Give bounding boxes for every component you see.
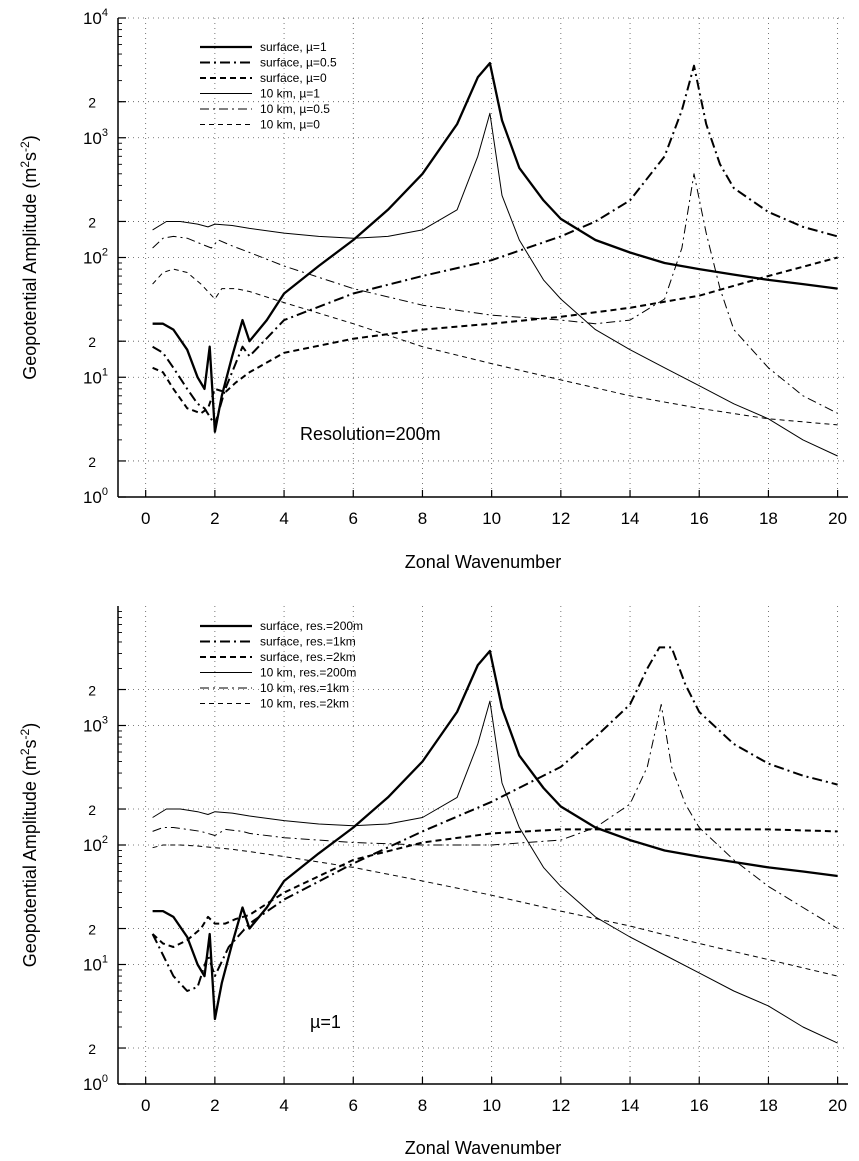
x-tick-label: 4: [279, 509, 288, 528]
chart-annotation: Resolution=200m: [300, 424, 441, 444]
series-line-1: [152, 64, 838, 426]
series-line-2: [152, 256, 838, 415]
x-tick-label: 2: [210, 509, 219, 528]
y-tick-label: 2: [88, 1041, 96, 1057]
series-line-5: [152, 844, 838, 977]
y-axis-title: Geopotential Amplitude (m2s-2): [18, 135, 40, 379]
series-line-1: [151, 646, 838, 992]
y-axis-title: Geopotential Amplitude (m2s-2): [18, 723, 40, 967]
legend-label-3: 10 km, res.=200m: [260, 666, 356, 680]
legend-label-2: surface, res.=2km: [260, 650, 356, 664]
x-tick-label: 16: [690, 1096, 709, 1115]
top-panel: 0 2 4 6 8 10 12 14 16 18 201002101210221032104surf…: [18, 7, 848, 572]
legend-label-1: surface, res.=1km: [260, 635, 356, 649]
legend-label-4: 10 km, res.=1km: [260, 681, 349, 695]
x-tick-label: 20: [828, 1096, 847, 1115]
legend-label-2: surface, µ=0: [260, 71, 327, 85]
x-tick-label: 0: [141, 1096, 150, 1115]
y-tick-label: 104: [83, 7, 108, 28]
legend-label-0: surface, µ=1: [260, 40, 327, 54]
x-tick-label: 6: [349, 509, 358, 528]
y-tick-label: 2: [88, 454, 96, 470]
y-tick-label: 2: [88, 334, 96, 350]
y-tick-label: 103: [83, 127, 108, 148]
x-tick-label: 4: [279, 1096, 288, 1115]
y-tick-label: 101: [83, 954, 108, 975]
legend-label-4: 10 km, µ=0.5: [260, 102, 330, 116]
chart-annotation: µ=1: [310, 1012, 341, 1032]
y-tick-label: 102: [83, 834, 108, 855]
series-line-4: [152, 704, 838, 929]
legend-label-0: surface, res.=200m: [260, 619, 363, 633]
x-axis-title: Zonal Wavenumber: [405, 1138, 561, 1158]
x-tick-label: 6: [349, 1096, 358, 1115]
x-tick-label: 10: [482, 509, 501, 528]
x-tick-label: 10: [482, 1096, 501, 1115]
y-tick-label: 101: [83, 366, 108, 387]
legend-label-5: 10 km, res.=2km: [260, 697, 349, 711]
x-tick-label: 14: [621, 1096, 640, 1115]
series-line-5: [152, 268, 838, 426]
x-tick-label: 2: [210, 1096, 219, 1115]
series-line-3: [152, 112, 838, 457]
x-tick-label: 0: [141, 509, 150, 528]
y-tick-label: 2: [88, 95, 96, 111]
x-tick-label: 20: [828, 509, 847, 528]
y-tick-label: 2: [88, 802, 96, 818]
y-tick-label: 2: [88, 922, 96, 938]
series-line-2: [151, 828, 838, 948]
series-line-0: [152, 61, 838, 433]
x-tick-label: 12: [551, 1096, 570, 1115]
y-tick-label: 102: [83, 247, 108, 268]
x-axis-title: Zonal Wavenumber: [405, 552, 561, 572]
x-tick-label: 8: [418, 509, 427, 528]
series-line-4: [152, 173, 838, 414]
bottom-panel: 0 2 4 6 8 10 12 14 16 18 201002101210221032surface…: [18, 606, 848, 1158]
legend-label-1: surface, µ=0.5: [260, 56, 337, 70]
legend-label-5: 10 km, µ=0: [260, 118, 320, 132]
legend-label-3: 10 km, µ=1: [260, 87, 320, 101]
x-tick-label: 18: [759, 1096, 778, 1115]
y-tick-label: 100: [83, 486, 108, 507]
y-tick-label: 103: [83, 715, 108, 736]
x-tick-label: 16: [690, 509, 709, 528]
x-tick-label: 8: [418, 1096, 427, 1115]
y-tick-label: 100: [83, 1073, 108, 1094]
y-tick-label: 2: [88, 683, 96, 699]
y-tick-label: 2: [88, 214, 96, 230]
x-tick-label: 14: [621, 509, 640, 528]
series-line-0: [152, 649, 838, 1021]
series-line-3: [152, 700, 838, 1044]
x-tick-label: 12: [551, 509, 570, 528]
x-tick-label: 18: [759, 509, 778, 528]
